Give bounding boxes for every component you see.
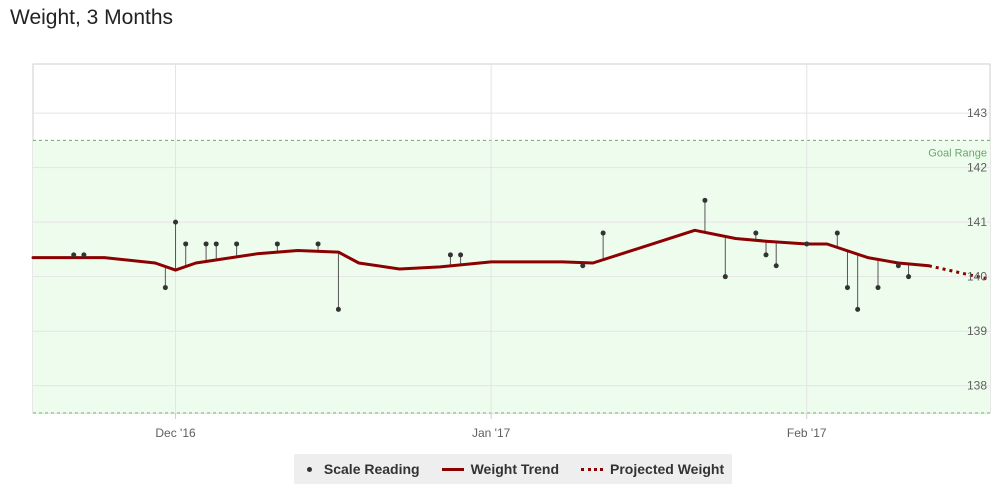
chart-legend: Scale Reading Weight Trend Projected Wei… bbox=[294, 454, 732, 484]
scale-reading-marker bbox=[306, 466, 312, 472]
y-tick-label: 143 bbox=[967, 106, 987, 120]
scale-reading-point bbox=[458, 252, 464, 258]
scale-reading-point bbox=[335, 306, 341, 312]
scale-reading-point bbox=[722, 274, 728, 280]
goal-range-label: Goal Range bbox=[928, 147, 987, 159]
scale-reading-point bbox=[173, 219, 179, 225]
y-tick-label: 141 bbox=[967, 215, 987, 229]
scale-reading-point bbox=[315, 241, 321, 247]
scale-reading-point bbox=[71, 252, 77, 258]
scale-reading-point bbox=[213, 241, 219, 247]
y-tick-label: 138 bbox=[967, 379, 987, 393]
scale-reading-point bbox=[81, 252, 87, 258]
legend-label-projected-weight: Projected Weight bbox=[610, 461, 725, 477]
scale-reading-point bbox=[600, 230, 606, 236]
legend-item-scale-reading[interactable]: Scale Reading bbox=[302, 461, 420, 477]
scale-reading-point bbox=[844, 285, 850, 291]
scale-reading-point bbox=[702, 197, 708, 203]
scale-reading-point bbox=[234, 241, 240, 247]
legend-label-scale-reading: Scale Reading bbox=[323, 461, 420, 477]
scale-reading-point bbox=[906, 274, 912, 280]
scale-reading-point bbox=[875, 285, 881, 291]
scale-reading-point bbox=[580, 263, 586, 269]
scale-reading-point bbox=[183, 241, 189, 247]
chart-title: Weight, 3 Months bbox=[10, 6, 174, 29]
weight-trend-line bbox=[31, 228, 931, 272]
scale-reading-point bbox=[834, 230, 840, 236]
scale-reading-point bbox=[763, 252, 769, 258]
x-tick-label: Jan '17 bbox=[472, 426, 511, 440]
weight-chart: Goal Range 138 139 140 141 142 143 Dec '16 Jan '… bbox=[31, 63, 991, 440]
scale-reading-point bbox=[855, 306, 861, 312]
x-tick-label: Feb '17 bbox=[787, 426, 827, 440]
x-tick-label: Dec '16 bbox=[155, 426, 196, 440]
legend-item-weight-trend[interactable]: Weight Trend bbox=[441, 461, 560, 477]
projected-weight-marker bbox=[581, 467, 604, 471]
scale-reading-point bbox=[274, 241, 280, 247]
y-tick-label: 139 bbox=[967, 324, 987, 338]
scale-reading-point bbox=[804, 241, 810, 247]
legend-item-projected-weight[interactable]: Projected Weight bbox=[581, 461, 724, 477]
scale-reading-point bbox=[895, 263, 901, 269]
legend-label-weight-trend: Weight Trend bbox=[470, 461, 560, 477]
y-tick-label: 140 bbox=[967, 270, 987, 284]
scale-reading-point bbox=[447, 252, 453, 258]
scale-reading-point bbox=[773, 263, 779, 269]
scale-reading-point bbox=[162, 285, 168, 291]
scale-reading-point bbox=[203, 241, 209, 247]
y-tick-label: 142 bbox=[967, 161, 987, 175]
weight-trend-marker bbox=[441, 467, 464, 471]
scale-reading-point bbox=[753, 230, 759, 236]
